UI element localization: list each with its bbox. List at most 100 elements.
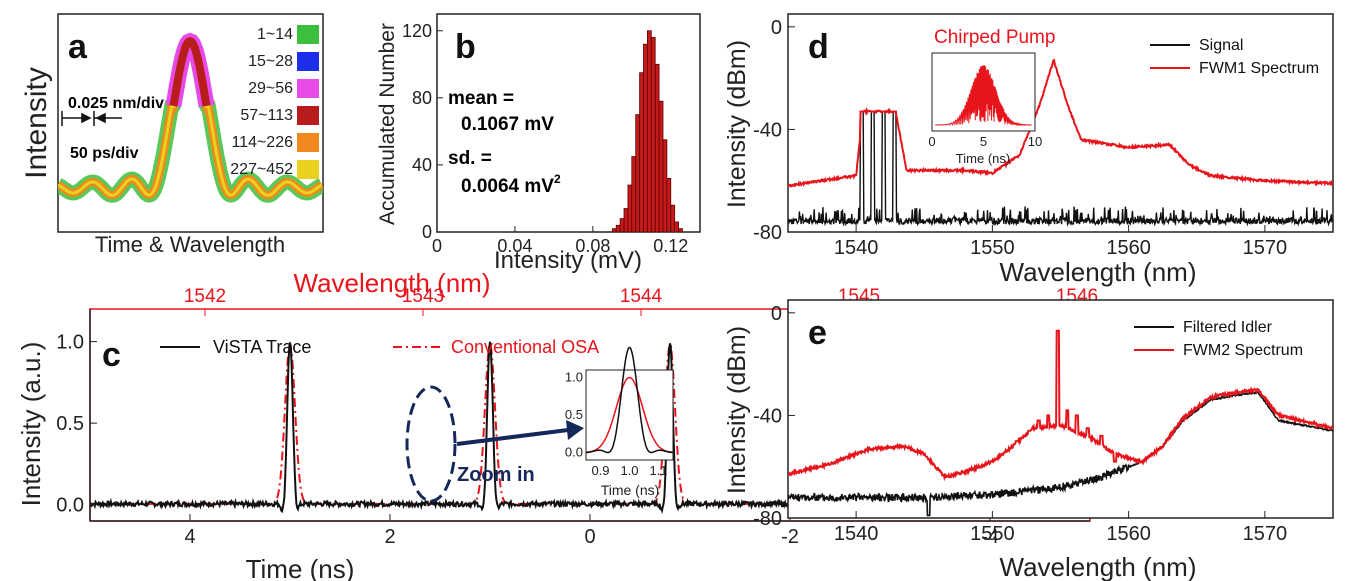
- zoom-ellipse: [405, 385, 457, 503]
- panel-a-xlabel: Time & Wavelength: [95, 232, 285, 257]
- panel-c-inset-vista: [586, 346, 673, 454]
- panel-b-xtick-label: 0: [432, 236, 442, 256]
- panel-b-bar: [639, 72, 644, 232]
- panel-a-legend-label-3: 57~113: [240, 107, 293, 124]
- panel-c-xtick-label: -2: [781, 526, 799, 548]
- panel-b-bar: [615, 224, 621, 232]
- panel-d-letter: d: [808, 28, 829, 66]
- panel-c-top-tick-label: 1543: [402, 286, 444, 307]
- panel-c-xtick-label: -4: [981, 526, 999, 548]
- panel-c-xlabel: Time (ns): [246, 554, 355, 581]
- panel-b-ytick-label: 40: [412, 155, 432, 175]
- legend-fwm2-label: FWM2 Spectrum: [1183, 342, 1303, 359]
- panel-b-bar: [619, 218, 625, 232]
- panel-b-bar: [635, 114, 641, 232]
- panel-b-bar: [678, 228, 683, 232]
- panel-b-bar: [654, 63, 660, 232]
- panel-c-inset-xtick-label: 1.1: [649, 463, 667, 478]
- panel-b-mean-label: mean =: [448, 88, 514, 109]
- panel-d-signal-line: [788, 110, 1333, 227]
- panel-c-inset-ticks: 0.9 1.0 1.1 0.0 0.5 1.0: [565, 370, 668, 479]
- panel-c-top-axis-label: Wavelength (nm): [294, 268, 491, 298]
- panel-d-xtick-label: 1570: [1243, 237, 1288, 259]
- panel-a-annot-ps: 50 ps/div: [70, 145, 139, 162]
- panel-d-inset: Chirped Pump 0 5 10 Time (ns): [928, 27, 1055, 166]
- panel-d-ylabel: Intensity (dBm): [723, 40, 751, 208]
- panel-d-xtick-label: 1550: [970, 237, 1015, 259]
- panel-b-bar: [623, 208, 629, 232]
- panel-a-legend-swatch-2: [297, 79, 319, 98]
- panel-a-legend-swatch-4: [297, 133, 319, 152]
- panel-b-mean-value: 0.1067 mV: [461, 114, 554, 135]
- panel-b: 0 0.04 0.08 0.12 0 40 80 120 b mean = 0.1067 mV…: [376, 13, 701, 274]
- panel-e-ytick-label: 0: [771, 303, 782, 325]
- legend-vista-label: ViSTA Trace: [213, 337, 311, 357]
- panel-b-bar: [662, 139, 668, 232]
- legend-idler-label: Filtered Idler: [1183, 319, 1273, 336]
- panel-b-bar: [627, 184, 633, 232]
- panel-b-bar: [658, 100, 664, 232]
- panel-a-legend-swatch-5: [297, 160, 319, 179]
- panel-c-top-tick-label: 1544: [620, 286, 663, 307]
- panel-c-ylabel: Intensity (a.u.): [16, 342, 46, 507]
- panel-e-ytick-label: -80: [753, 508, 782, 530]
- panel-c-ytick-label: 0.5: [56, 413, 84, 435]
- panel-a-legend-label-5: 227~452: [230, 161, 293, 178]
- panel-d-frame: [787, 13, 1334, 233]
- panel-a-legend-label-4: 114~226: [231, 134, 293, 151]
- panel-a-legend-swatch-0: [297, 25, 319, 44]
- panel-d-fwm1-line: [788, 58, 1333, 188]
- panel-e-xtick-label: 1550: [970, 523, 1015, 545]
- panel-b-ylabel: Accumulated Number: [376, 23, 399, 225]
- panel-e-xtick-label: 1540: [834, 523, 879, 545]
- panel-b-bar: [631, 156, 637, 232]
- panel-e-letter: e: [808, 314, 827, 352]
- panel-b-xlabel: Intensity (mV): [494, 247, 642, 274]
- panel-c-inset-osa: [586, 376, 673, 453]
- panel-c-xtick-label: 4: [184, 526, 195, 548]
- panel-b-sd-label: sd. =: [448, 148, 492, 169]
- panel-a-peak-red: [169, 36, 211, 107]
- panel-b-bar: [647, 30, 652, 232]
- panel-a-legend-label-0: 1~14: [257, 26, 293, 43]
- panel-d-inset-xlabel: Time (ns): [956, 151, 1010, 166]
- panel-c-xtick-label: 0: [584, 526, 595, 548]
- panel-b-ytick-label: 120: [402, 21, 432, 41]
- panel-d-inset-ticks: 0 5 10: [928, 134, 1042, 149]
- zoom-arrow-head: [566, 420, 584, 440]
- panel-c-inset-xtick-label: 0.9: [591, 463, 609, 478]
- panel-b-xtick-label: 0.12: [653, 236, 688, 256]
- panel-b-bar: [674, 221, 679, 232]
- panel-b-letter: b: [455, 28, 476, 66]
- panel-c-inset-ytick-label: 0.5: [565, 407, 583, 422]
- panel-d-ytick-label: -40: [753, 119, 782, 141]
- panel-d: 1540 1550 1560 1570 -80 -40 0 d Signal FWM1 Sp…: [723, 13, 1334, 287]
- panel-d-inset-title: Chirped Pump: [934, 27, 1055, 48]
- panel-c-inset-frame: [585, 369, 674, 461]
- panel-e-xlabel: Wavelength (nm): [1000, 552, 1197, 581]
- panel-b-xtick-label: 0.08: [575, 236, 610, 256]
- panel-a-legend-swatch-3: [297, 106, 319, 125]
- panel-a-letter: a: [68, 28, 88, 66]
- legend-signal-label: Signal: [1199, 37, 1243, 54]
- panel-d-xlabel: Wavelength (nm): [1000, 257, 1197, 287]
- panel-b-bar: [643, 43, 648, 232]
- panel-e-xtick-label: 1560: [1106, 523, 1151, 545]
- panel-b-bar: [666, 177, 672, 232]
- panel-c-ytick-label: 1.0: [56, 332, 84, 354]
- panel-d-ytick-label: 0: [771, 17, 782, 39]
- panel-d-xtick-label: 1560: [1106, 237, 1151, 259]
- panel-d-ticks: 1540 1550 1560 1570 -80 -40 0: [753, 17, 1287, 259]
- panel-a-legend-swatch-1: [297, 52, 319, 71]
- panel-b-bars: [611, 30, 683, 232]
- panel-b-bar: [650, 37, 656, 232]
- legend-osa-label: Conventional OSA: [451, 337, 599, 357]
- panel-b-xtick-label: 0.04: [497, 236, 532, 256]
- panel-d-inset-chirp: [935, 65, 1032, 127]
- panel-a-annot-nm: 0.025 nm/div: [68, 95, 164, 112]
- panel-e-ticks: 1540 1550 1560 1570 -80 -40 0: [753, 303, 1287, 545]
- panel-c-ytick-label: 0.0: [56, 495, 84, 517]
- panel-e-fwm2-line: [788, 329, 1333, 482]
- panel-e-idler-line: [788, 390, 1333, 517]
